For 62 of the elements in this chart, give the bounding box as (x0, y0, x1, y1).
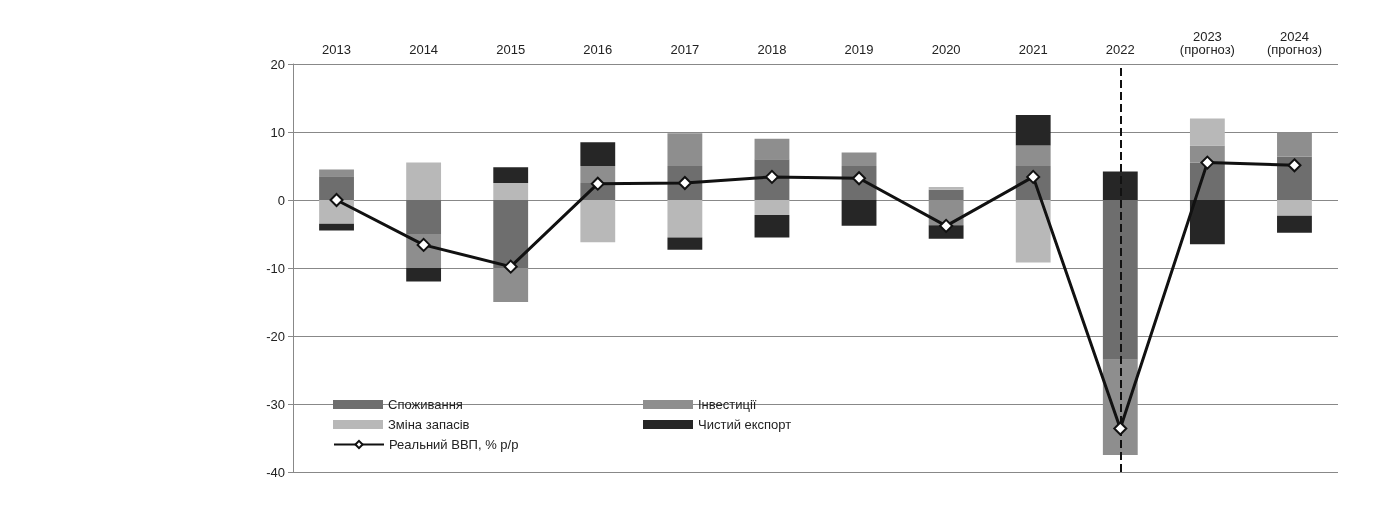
bar (580, 166, 616, 183)
bar (1189, 118, 1225, 146)
legend-label: Інвестиції (698, 397, 757, 412)
bar (406, 268, 442, 282)
bar (1102, 200, 1138, 360)
x-tick-label: 2024 (прогноз) (1266, 29, 1323, 57)
bar (754, 214, 790, 238)
x-tick-label: 2017 (670, 42, 700, 57)
point (1200, 155, 1215, 170)
point (1287, 158, 1302, 173)
y-tick-label: -10 (266, 260, 285, 276)
point (1113, 421, 1128, 436)
y-tick-label: 20 (270, 56, 285, 72)
x-tick-label: 2023 (прогноз) (1179, 29, 1235, 57)
x-tick-label: 2019 (844, 42, 874, 57)
legend-label: Споживання (388, 397, 463, 412)
bar (928, 187, 964, 190)
x-tick-label: 2022 (1105, 42, 1135, 57)
bar (1277, 156, 1312, 200)
x-tick-label: 2021 (1018, 42, 1048, 57)
x-tick-label: 2018 (757, 42, 787, 57)
bar (928, 189, 964, 200)
point (939, 218, 954, 233)
x-tick-label: 2014 (409, 42, 439, 57)
point (503, 259, 518, 274)
legend-label: Реальний ВВП, % р/р (389, 437, 519, 452)
bar (841, 152, 877, 166)
point (329, 193, 344, 207)
legend-label: Зміна запасів (388, 417, 470, 432)
bar (1189, 200, 1225, 245)
bar (406, 200, 442, 234)
bar (493, 200, 529, 268)
bar (1102, 171, 1138, 200)
y-tick-label: 10 (270, 124, 285, 140)
bar (754, 138, 790, 160)
bar (319, 169, 354, 177)
bar (1277, 215, 1312, 233)
point (590, 176, 605, 191)
bar (667, 237, 703, 250)
bar (1015, 200, 1051, 263)
x-tick-label: 2015 (496, 42, 526, 57)
bar (580, 142, 616, 166)
bar (319, 176, 354, 200)
bar (319, 223, 354, 231)
bar (667, 200, 703, 238)
bar (1015, 115, 1051, 146)
x-tick-label: 2013 (322, 42, 351, 57)
bar (580, 200, 616, 243)
bar (754, 200, 790, 215)
y-tick-label: -20 (266, 328, 285, 344)
x-tick-label: 2020 (931, 42, 961, 57)
bar (1277, 200, 1312, 216)
bar (406, 162, 442, 200)
bar (493, 167, 529, 183)
y-tick-label: -30 (266, 396, 285, 412)
bar (493, 183, 529, 200)
y-tick-label: -40 (266, 464, 285, 480)
bar (841, 200, 877, 226)
legend-label: Чистий експорт (698, 417, 792, 432)
y-tick-label: 0 (277, 192, 285, 208)
x-tick-label: 2016 (583, 42, 613, 57)
bar (1015, 145, 1051, 166)
